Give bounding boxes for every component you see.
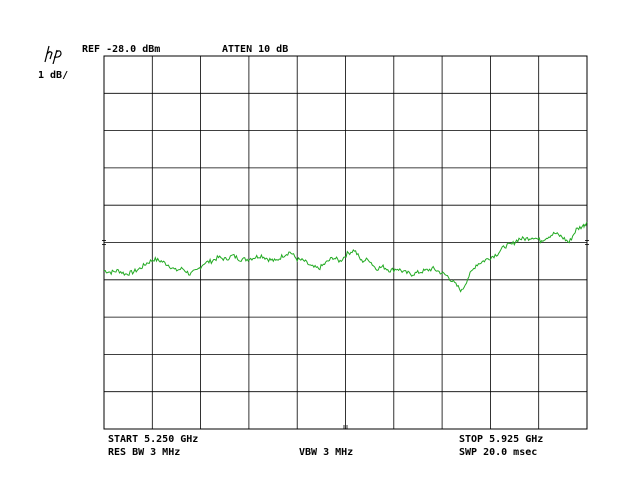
scale-label: 1 dB/ [38,70,69,81]
reference-markers [102,240,589,245]
spectrum-trace [104,221,588,293]
ref-level-label: REF -28.0 dBm [82,44,161,55]
graticule [103,55,588,430]
resolution-bandwidth-label: RES BW 3 MHz [108,447,181,458]
start-frequency-label: START 5.250 GHz [108,434,199,445]
attenuation-label: ATTEN 10 dB [222,44,289,55]
video-bandwidth-label: VBW 3 MHz [299,447,354,458]
hp-logo: hp [44,45,62,64]
trace-layer [104,221,588,293]
stop-frequency-label: STOP 5.925 GHz [459,434,544,445]
sweep-time-label: SWP 20.0 msec [459,447,538,458]
